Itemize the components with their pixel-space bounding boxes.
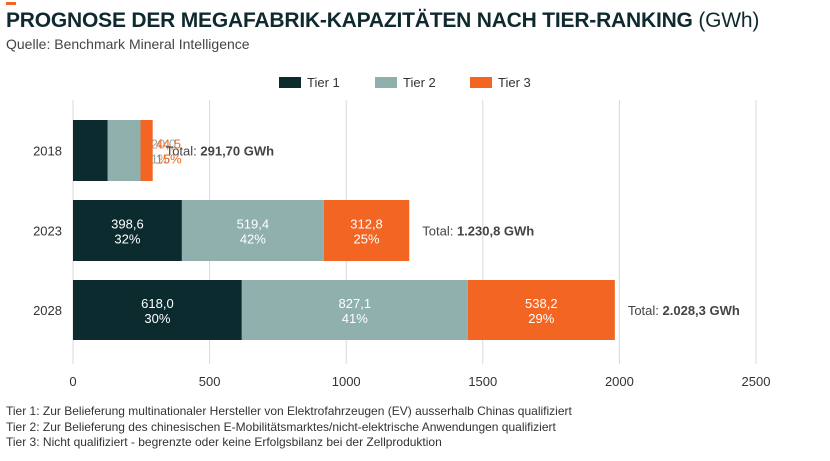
bar-segment	[73, 200, 182, 261]
bar-segment	[73, 280, 242, 340]
bar-percent-label: 25%	[354, 232, 380, 247]
bar-total-value: 1.230,8 GWh	[457, 224, 534, 239]
bar-total-value: 2.028,3 GWh	[663, 303, 740, 318]
legend-swatch	[279, 77, 301, 88]
bar-value-label: 398,6	[111, 217, 144, 232]
legend-label: Tier 1	[307, 75, 340, 90]
bar-percent-label: 30%	[144, 311, 170, 326]
x-tick-label: 500	[199, 374, 221, 389]
bar-total-value: 291,70 GWh	[200, 144, 274, 159]
chart-source: Quelle: Benchmark Mineral Intelligence	[6, 36, 250, 52]
bar-segment	[73, 120, 108, 181]
bar-segment	[323, 200, 410, 261]
title-accent-bar	[6, 2, 16, 5]
bar-total-label: Total: 1.230,8 GWh	[422, 224, 534, 239]
footnotes: Tier 1: Zur Belieferung multinationaler …	[6, 404, 572, 451]
legend-label: Tier 2	[403, 75, 436, 90]
x-tick-label: 0	[69, 374, 76, 389]
legend-label: Tier 3	[498, 75, 531, 90]
y-category-label: 2023	[33, 224, 62, 239]
bar-segment	[241, 280, 468, 340]
bar-total-label: Total: 291,70 GWh	[166, 144, 274, 159]
bar-percent-label: 41%	[342, 311, 368, 326]
x-tick-label: 1500	[468, 374, 497, 389]
x-tick-label: 2000	[605, 374, 634, 389]
bar-percent-label: 32%	[114, 232, 140, 247]
bar-segment	[140, 120, 153, 181]
bar-total-label: Total: 2.028,3 GWh	[628, 303, 740, 318]
chart-title-unit: (GWh)	[698, 9, 760, 32]
bar-value-label: 618,0	[141, 296, 174, 311]
bar-value-label: 44,5	[156, 137, 181, 152]
bar-percent-label: 15%	[156, 152, 182, 167]
footnote-tier-2: Tier 2: Zur Belieferung des chinesischen…	[6, 419, 556, 434]
x-tick-label: 1000	[332, 374, 361, 389]
bar-value-label: 519,4	[237, 217, 270, 232]
bar-value-label: 827,1	[339, 296, 372, 311]
chart-title: PROGNOSE DER MEGAFABRIK-KAPAZITÄTEN NACH…	[6, 9, 759, 33]
bar-value-label: 538,2	[525, 296, 558, 311]
legend-swatch	[470, 77, 492, 88]
legend-swatch	[375, 77, 397, 88]
bar-total-prefix: Total:	[422, 224, 457, 239]
bar-total-prefix: Total:	[166, 144, 201, 159]
chart-title-text: PROGNOSE DER MEGAFABRIK-KAPAZITÄTEN NACH…	[6, 9, 693, 32]
stacked-bar-chart: Tier 1 Tier 2 Tier 3 0 500 1000 1500 2000 2500 20…	[33, 75, 771, 389]
bar-segment	[181, 200, 324, 261]
y-category-label: 2028	[33, 303, 62, 318]
bar-percent-label: 42%	[240, 232, 266, 247]
bar-value-label: 312,8	[350, 217, 383, 232]
footnote-tier-1: Tier 1: Zur Belieferung multinationaler …	[6, 404, 572, 418]
bar-segment	[107, 120, 141, 181]
y-category-label: 2018	[33, 144, 62, 159]
bar-segment	[467, 280, 615, 340]
footnote-tier-3: Tier 3: Nicht qualifiziert - begrenzte o…	[6, 435, 442, 449]
bar-total-prefix: Total:	[628, 303, 663, 318]
bar-percent-label: 29%	[528, 311, 554, 326]
x-tick-label: 2500	[742, 374, 771, 389]
